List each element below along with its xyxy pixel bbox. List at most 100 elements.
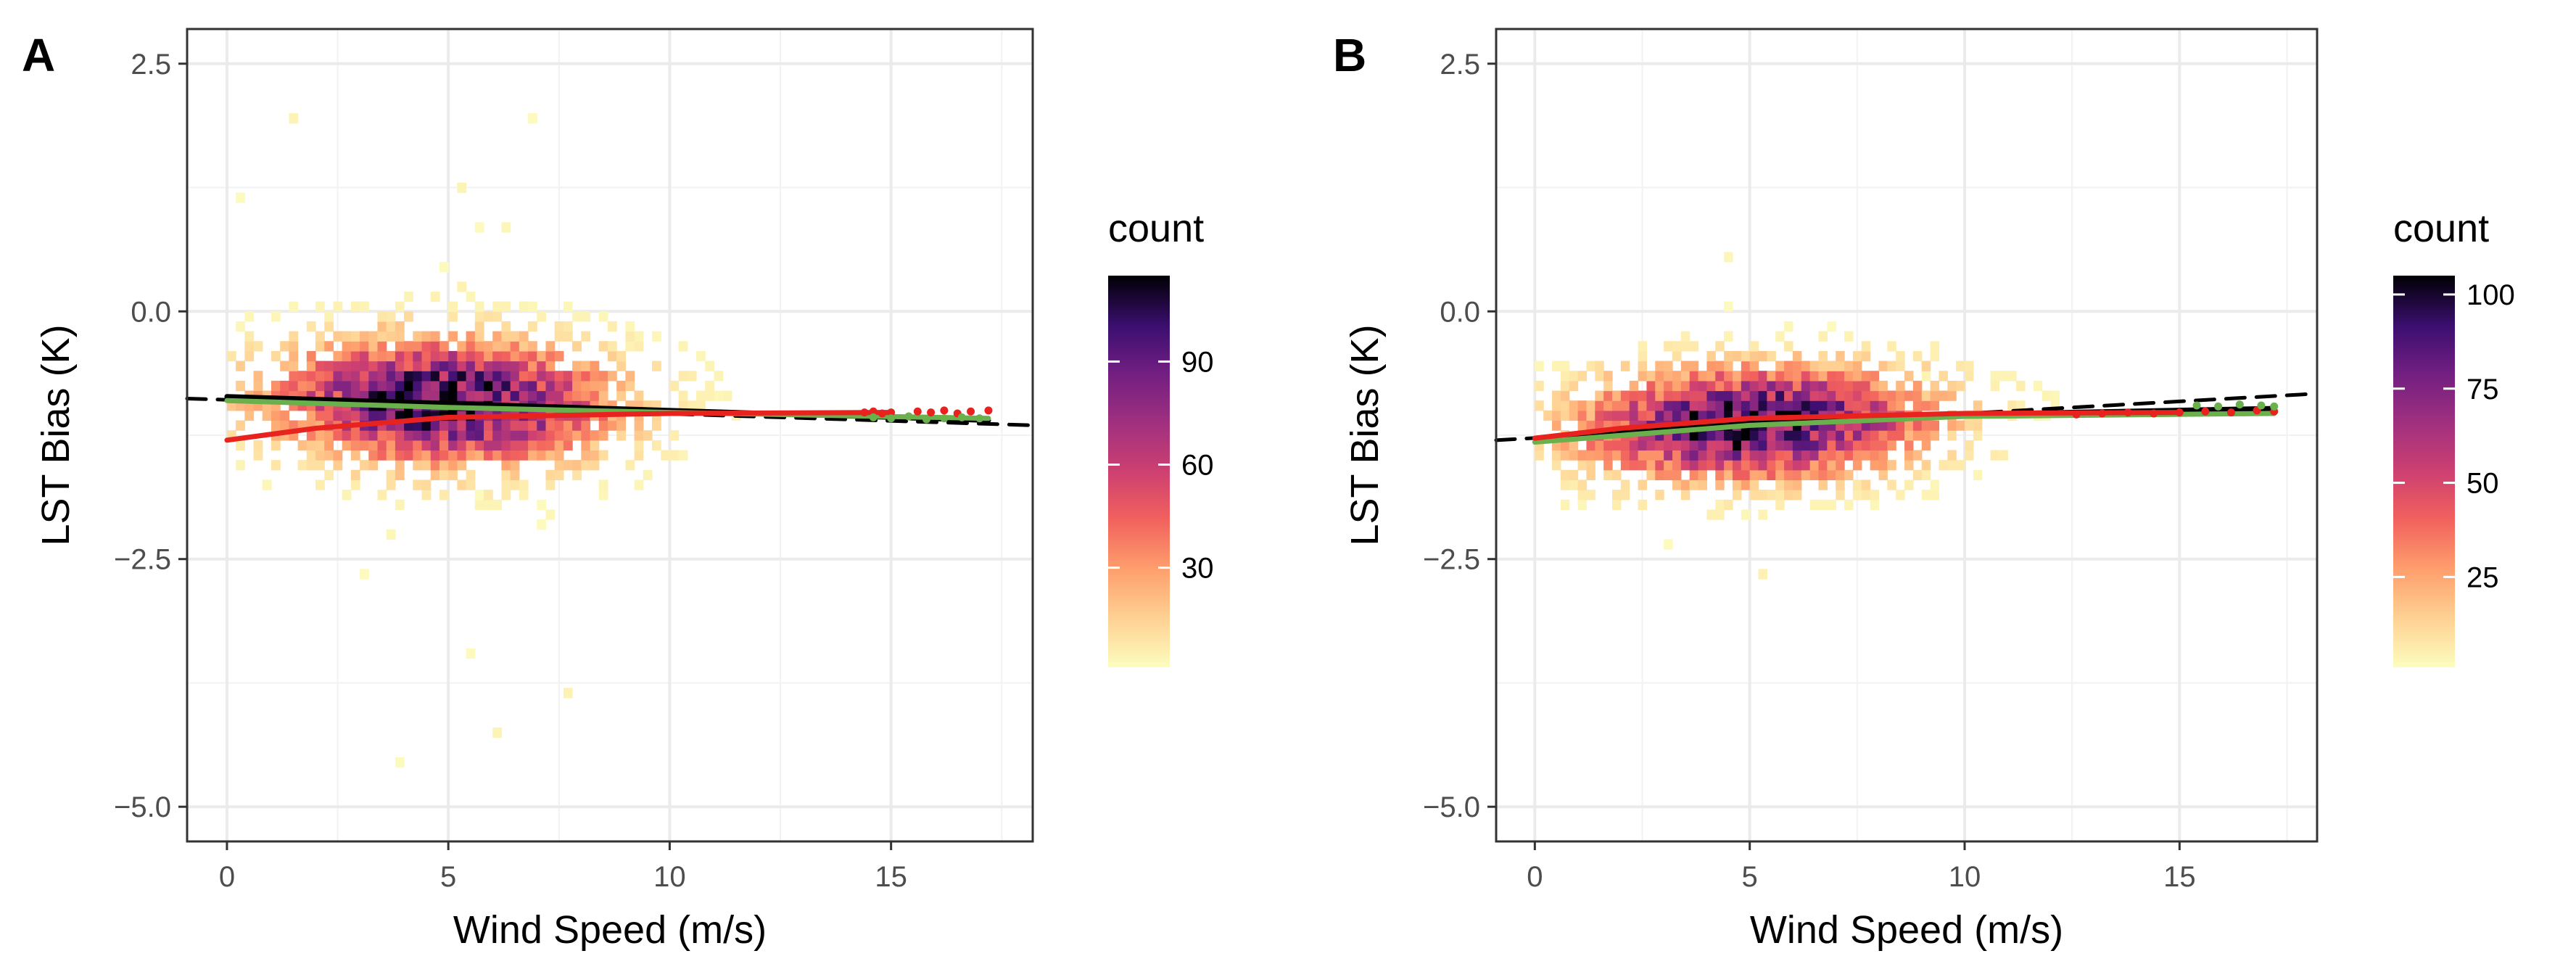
heatmap-tile (537, 420, 547, 431)
heatmap-tile (501, 430, 511, 441)
heatmap-tile (1629, 410, 1639, 421)
heatmap-tile (572, 430, 582, 441)
heatmap-tile (448, 450, 458, 461)
heatmap-tile (528, 430, 537, 441)
heatmap-tile (1620, 450, 1630, 461)
panel-a-end-points (860, 406, 993, 424)
heatmap-tile (1852, 350, 1862, 362)
heatmap-tile (554, 450, 564, 461)
heatmap-tile (439, 420, 449, 431)
heatmap-tile (253, 450, 263, 461)
heatmap-tile (1577, 499, 1588, 511)
heatmap-tile (1732, 450, 1742, 461)
heatmap-tile (563, 440, 573, 451)
heatmap-tile (386, 321, 396, 332)
heatmap-tile (430, 420, 440, 431)
heatmap-tile (1870, 380, 1880, 392)
heatmap-tile (1818, 331, 1828, 342)
heatmap-tile (421, 371, 432, 382)
heatmap-tile (430, 430, 440, 441)
heatmap-tile (342, 361, 352, 371)
heatmap-tile (1870, 430, 1880, 441)
heatmap-tile (1758, 460, 1767, 471)
heatmap-tile (421, 331, 432, 342)
heatmap-tile (1732, 380, 1742, 392)
heatmap-tile (1569, 469, 1579, 481)
heatmap-tile (1586, 469, 1595, 481)
x-tick-label: 5 (440, 861, 456, 893)
heatmap-tile (1896, 400, 1905, 411)
heatmap-tile (1861, 350, 1871, 362)
heatmap-tile (510, 440, 520, 451)
heatmap-tile (386, 450, 396, 461)
heatmap-tile (696, 400, 706, 411)
heatmap-tile (1698, 400, 1708, 411)
heatmap-tile (492, 361, 503, 371)
heatmap-tile (492, 440, 503, 451)
heatmap-tile (678, 371, 688, 382)
heatmap-tile (1947, 390, 1957, 401)
heatmap-tile (1861, 400, 1871, 411)
heatmap-tile (590, 371, 600, 382)
panel-b-colorbar (2393, 276, 2455, 667)
heatmap-tile (537, 450, 547, 461)
heatmap-tile (350, 350, 360, 362)
heatmap-tile (1870, 400, 1880, 411)
heatmap-tile (2007, 400, 2017, 411)
heatmap-tile (616, 380, 626, 392)
heatmap-tile (1827, 469, 1836, 481)
heatmap-tile (1741, 361, 1751, 371)
red-point (967, 407, 975, 416)
heatmap-tile (368, 380, 379, 392)
heatmap-tile (528, 450, 537, 461)
heatmap-tile (377, 341, 387, 352)
heatmap-tile (501, 380, 511, 392)
red-fit-line (1532, 410, 2182, 441)
heatmap-tile (643, 430, 653, 441)
heatmap-tile (430, 341, 440, 352)
heatmap-tile (1724, 361, 1733, 371)
heatmap-tile (1638, 390, 1648, 401)
heatmap-tile (457, 390, 467, 401)
heatmap-tile (1801, 400, 1811, 411)
heatmap-tile (395, 371, 405, 382)
heatmap-tile (537, 350, 547, 362)
heatmap-tile (386, 371, 396, 382)
heatmap-tile (271, 380, 281, 392)
heatmap-tile (1552, 410, 1561, 421)
colorbar-label: 25 (2466, 561, 2499, 593)
heatmap-tile (1595, 400, 1604, 411)
heatmap-tile (1698, 440, 1708, 451)
heatmap-tile (1698, 469, 1708, 481)
heatmap-tile (572, 361, 582, 371)
heatmap-tile (554, 440, 564, 451)
heatmap-tile (1990, 450, 2000, 461)
heatmap-tile (1912, 400, 1923, 411)
heatmap-tile (1861, 390, 1871, 401)
heatmap-tile (1741, 460, 1751, 471)
red-point (878, 409, 886, 418)
heatmap-tile (280, 341, 290, 352)
heatmap-tile (1629, 450, 1639, 461)
heatmap-tile (457, 450, 467, 461)
heatmap-tile (1887, 460, 1896, 471)
heatmap-tile (271, 350, 281, 362)
heatmap-tile (1930, 490, 1940, 501)
heatmap-tile (616, 390, 626, 401)
heatmap-tile (545, 371, 556, 382)
heatmap-tile (1878, 380, 1888, 392)
heatmap-tile (306, 440, 316, 451)
heatmap-tile (306, 460, 316, 471)
heatmap-tile (360, 371, 369, 382)
heatmap-tile (1775, 380, 1785, 392)
heatmap-tile (1724, 331, 1733, 342)
heatmap-tile (1930, 420, 1940, 431)
heatmap-tile (1612, 400, 1622, 411)
heatmap-tile (474, 490, 484, 501)
heatmap-tile (1921, 390, 1931, 401)
y-tick-label: 2.5 (1440, 49, 1480, 81)
panel-a-label: A (22, 29, 55, 81)
heatmap-tile (484, 361, 493, 371)
heatmap-tile (545, 440, 556, 451)
heatmap-tile (1775, 430, 1785, 441)
